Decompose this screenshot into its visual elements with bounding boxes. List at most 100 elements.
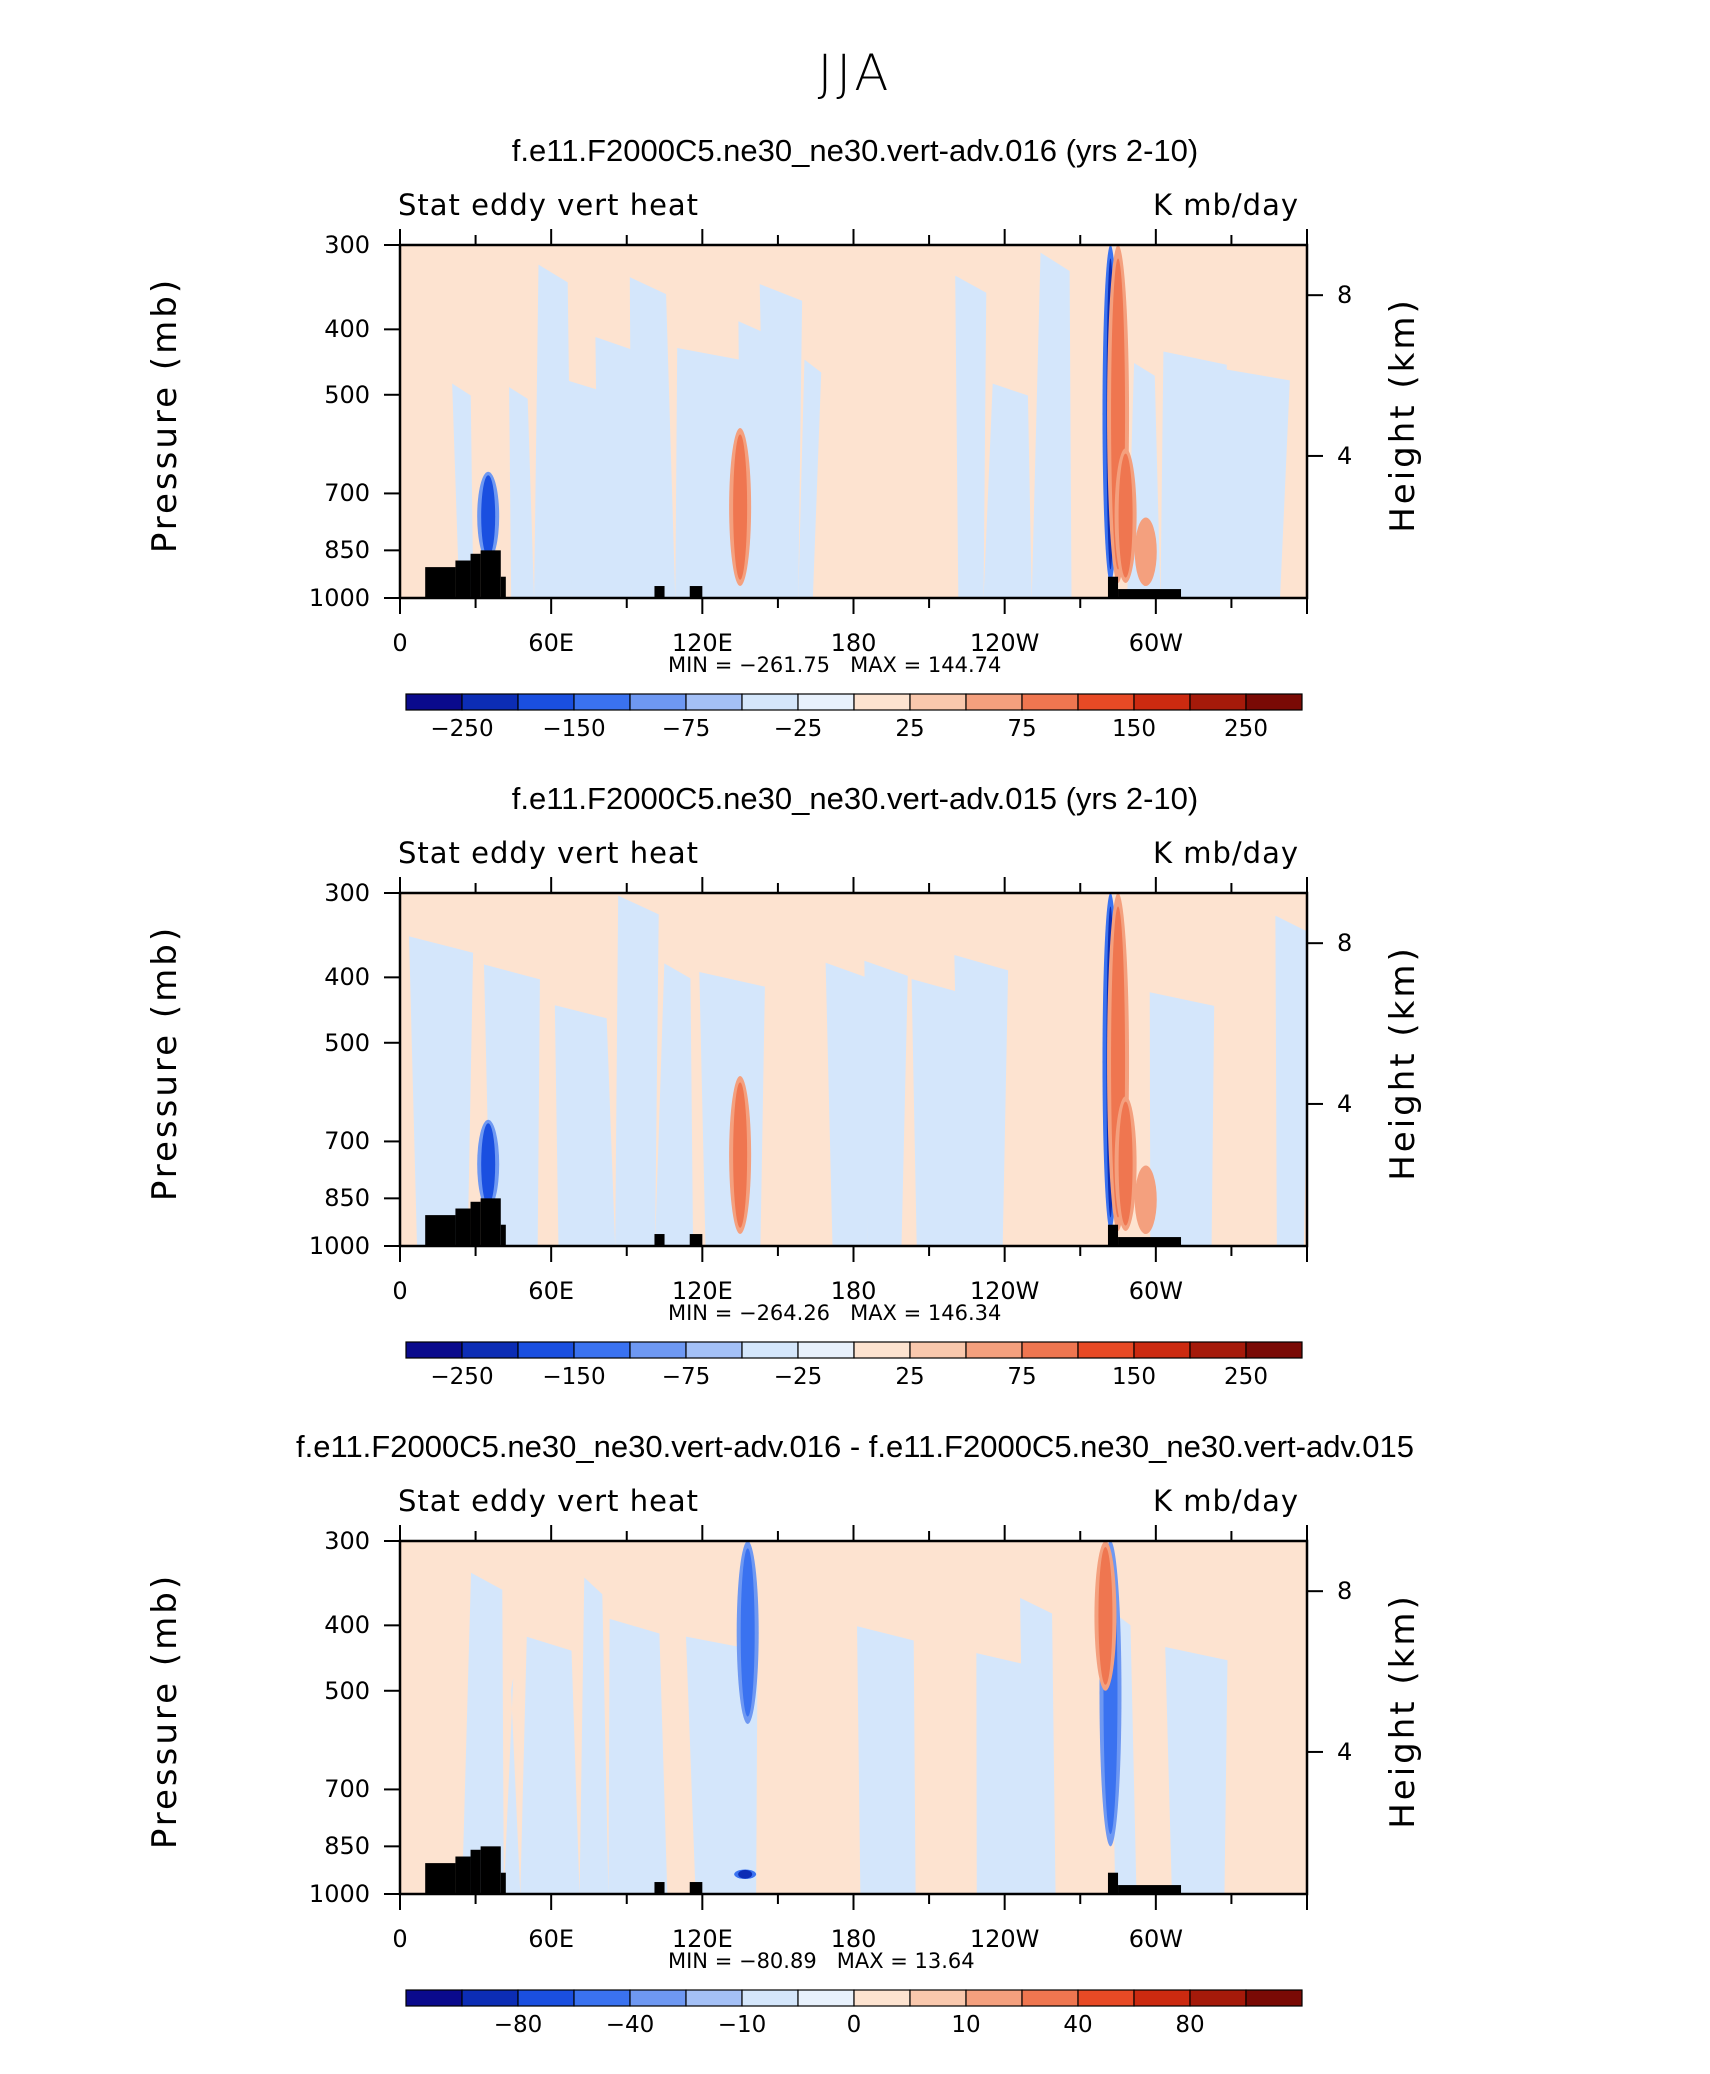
colorbar-box (1133, 1989, 1191, 2007)
topography (1118, 589, 1182, 598)
field-strip (759, 284, 803, 598)
y-tick-label: 700 (324, 1775, 370, 1804)
x-tick-label: 60W (1128, 629, 1183, 657)
colorbar-box (797, 1989, 855, 2007)
field-strip (409, 936, 474, 1246)
x-tick-label: 180 (830, 629, 877, 657)
y-tick-label-right: 4 (1337, 441, 1353, 470)
topography (500, 576, 506, 598)
topography (480, 550, 501, 598)
colorbar-tick-label: 75 (1007, 1364, 1037, 1390)
colorbar-box (909, 1989, 967, 2007)
right-string: K mb/day (1153, 188, 1300, 222)
colorbar-box (965, 1989, 1023, 2007)
x-tick-label: 0 (392, 1925, 408, 1953)
field-strip (579, 1577, 609, 1894)
colorbar-tick-label: 40 (1063, 2012, 1093, 2038)
panel-title: f.e11.F2000C5.ne30_ne30.vert-adv.016 - f… (296, 1429, 1414, 1464)
y-tick-label: 400 (324, 1611, 370, 1640)
max-value: 146.34 (927, 1301, 1002, 1325)
colorbar-box (1245, 1341, 1303, 1359)
colorbar-tick-label: −25 (773, 1364, 823, 1390)
x-tick-label: 120E (671, 629, 733, 657)
topography (470, 1201, 481, 1246)
plot-svg (384, 229, 1323, 711)
field-strip (1275, 915, 1307, 1246)
page-title: JJA (817, 44, 893, 102)
field-strip (452, 383, 474, 598)
topography (1118, 1885, 1182, 1894)
right-string: K mb/day (1153, 836, 1300, 870)
y-tick-label: 500 (324, 1028, 370, 1057)
field-strip (655, 963, 694, 1246)
field-strip (509, 387, 535, 598)
field-strip (503, 1677, 521, 1894)
colorbar-box (685, 1989, 743, 2007)
y-tick-label: 700 (324, 1127, 370, 1156)
field-strip (976, 1653, 1033, 1894)
topography (500, 1872, 506, 1894)
x-tick-label: 0 (392, 629, 408, 657)
topography (689, 1882, 703, 1894)
colorbar-tick-label: 80 (1175, 2012, 1205, 2038)
min-max-label: MIN = −261.75 MAX = 144.74 (668, 653, 1001, 677)
min-label: MIN = (668, 1949, 739, 1973)
y-tick-label-right: 8 (1337, 1577, 1353, 1606)
min-max-label: MIN = −80.89 MAX = 13.64 (668, 1949, 975, 1973)
left-string: Stat eddy vert heat (398, 836, 700, 870)
field-strip (595, 337, 636, 598)
colorbar-tick-label: 0 (846, 2012, 862, 2038)
colorbar-tick-label: 10 (951, 2012, 981, 2038)
y-tick-label: 500 (324, 1676, 370, 1705)
x-tick-label: 60W (1128, 1925, 1183, 1953)
colorbar-box (1189, 1989, 1247, 2007)
field-strip (798, 359, 822, 598)
topography (654, 1234, 665, 1246)
y-tick-label-right: 4 (1337, 1089, 1353, 1118)
field-strip (864, 960, 908, 1246)
field-strip (1149, 992, 1215, 1246)
max-value: 13.64 (914, 1949, 975, 1973)
topography (470, 1849, 481, 1894)
y-tick-label: 300 (324, 231, 370, 259)
x-tick-label: 120W (969, 1925, 1040, 1953)
x-tick-label: 120W (969, 1277, 1040, 1305)
y-tick-label-right: 4 (1337, 1737, 1353, 1766)
colorbar-tick-label: −25 (773, 716, 823, 742)
colorbar-tick-label: −150 (542, 716, 606, 742)
colorbar-tick-label: 250 (1224, 1364, 1268, 1390)
feature-core (733, 1082, 748, 1228)
feature-core (733, 434, 748, 580)
feature-core (481, 475, 496, 557)
x-tick-label: 60E (528, 1925, 574, 1953)
feature-core (1138, 1168, 1153, 1232)
colorbar-box (1245, 693, 1303, 711)
max-label: MAX = (830, 653, 928, 677)
min-value: −80.89 (738, 1949, 817, 1973)
colorbar-tick-label: 25 (895, 716, 925, 742)
field-strip (686, 1636, 758, 1894)
colorbar-tick-label: 25 (895, 1364, 925, 1390)
colorbar-tick-label: 75 (1007, 716, 1037, 742)
topography (654, 586, 665, 598)
left-string: Stat eddy vert heat (398, 1484, 700, 1518)
y-tick-label: 850 (324, 1184, 370, 1213)
y-tick-label: 700 (324, 479, 370, 508)
panel-title: f.e11.F2000C5.ne30_ne30.vert-adv.015 (yr… (511, 781, 1199, 816)
feature-core (1098, 1546, 1113, 1685)
feature-core (1118, 1101, 1133, 1226)
field-strip (615, 895, 659, 1246)
x-tick-label: 180 (830, 1277, 877, 1305)
x-tick-label: 60E (528, 1277, 574, 1305)
colorbar-tick-label: −250 (430, 716, 494, 742)
colorbar-box (629, 1989, 687, 2007)
field-strip (629, 277, 676, 598)
field-strip (554, 1005, 616, 1246)
topography (689, 586, 703, 598)
colorbar-box (461, 1989, 519, 2007)
topography (425, 1215, 456, 1246)
field-strip (565, 379, 606, 598)
y-tick-label: 1000 (308, 1880, 370, 1908)
field-strip (1020, 1597, 1056, 1894)
colorbar-tick-label: 250 (1224, 716, 1268, 742)
